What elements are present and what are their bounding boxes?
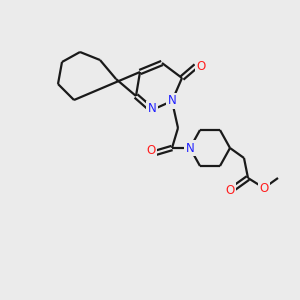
Text: N: N (186, 142, 194, 154)
Text: N: N (148, 103, 156, 116)
Text: N: N (168, 94, 176, 107)
Text: O: O (260, 182, 268, 194)
Text: O: O (146, 145, 156, 158)
Text: O: O (225, 184, 235, 196)
Text: O: O (196, 59, 206, 73)
